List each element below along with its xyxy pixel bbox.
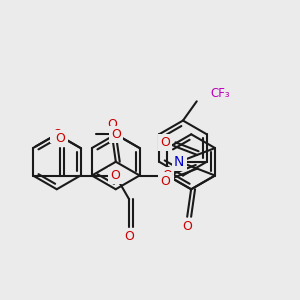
Text: CF₃: CF₃ (211, 87, 230, 100)
Text: O: O (52, 128, 62, 141)
Text: O: O (160, 136, 170, 149)
Text: O: O (56, 132, 65, 145)
Text: O: O (160, 175, 170, 188)
Text: O: O (110, 169, 120, 182)
Text: N: N (174, 155, 184, 169)
Text: O: O (182, 220, 192, 233)
Text: O: O (162, 169, 172, 182)
Text: O: O (111, 128, 121, 141)
Text: O: O (107, 118, 117, 131)
Text: O: O (124, 230, 134, 243)
